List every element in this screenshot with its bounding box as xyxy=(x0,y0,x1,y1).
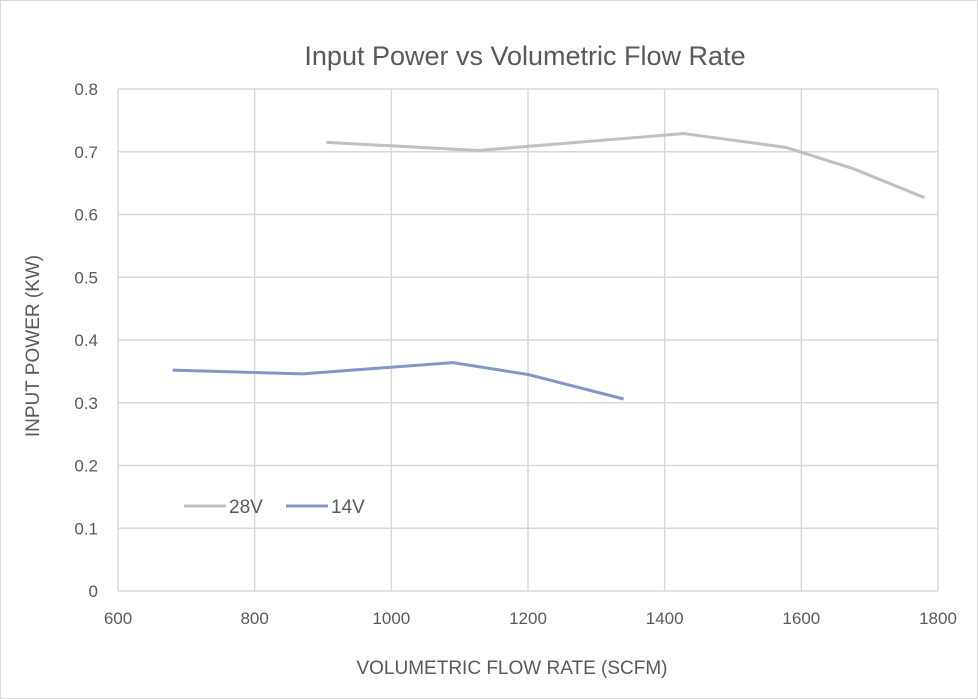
legend: 28V 14V xyxy=(184,497,365,518)
series-line-28v xyxy=(326,132,925,199)
x-tick-label: 800 xyxy=(240,609,268,628)
y-tick-label: 0.1 xyxy=(74,519,98,538)
y-tick-label: 0 xyxy=(89,582,98,601)
series-lines xyxy=(172,132,925,401)
x-tick-label: 1200 xyxy=(509,609,547,628)
x-tick-label: 600 xyxy=(104,609,132,628)
y-tick-label: 0.2 xyxy=(74,457,98,476)
x-tick-label: 1000 xyxy=(372,609,410,628)
x-tick-labels: 600 800 1000 1200 1400 1600 1800 xyxy=(104,609,957,628)
y-tick-label: 0.5 xyxy=(74,268,98,287)
x-tick-label: 1600 xyxy=(782,609,820,628)
y-tick-label: 0.6 xyxy=(74,206,98,225)
legend-label-14v: 14V xyxy=(331,497,365,518)
y-axis-label: INPUT POWER (KW) xyxy=(23,255,44,437)
series-line-14v xyxy=(172,361,625,401)
x-axis-label: VOLUMETRIC FLOW RATE (SCFM) xyxy=(356,658,667,679)
y-tick-label: 0.3 xyxy=(74,394,98,413)
x-tick-label: 1400 xyxy=(646,609,684,628)
y-tick-label: 0.7 xyxy=(74,143,98,162)
y-tick-label: 0.4 xyxy=(74,331,98,350)
y-tick-labels: 0 0.1 0.2 0.3 0.4 0.5 0.6 0.7 0.8 xyxy=(74,80,98,601)
gridlines xyxy=(117,88,939,592)
y-tick-label: 0.8 xyxy=(74,80,98,99)
x-tick-label: 1800 xyxy=(919,609,957,628)
chart-title: Input Power vs Volumetric Flow Rate xyxy=(304,41,745,71)
legend-label-28v: 28V xyxy=(229,497,263,518)
